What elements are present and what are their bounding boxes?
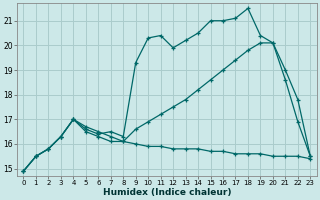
X-axis label: Humidex (Indice chaleur): Humidex (Indice chaleur) [103,188,231,197]
